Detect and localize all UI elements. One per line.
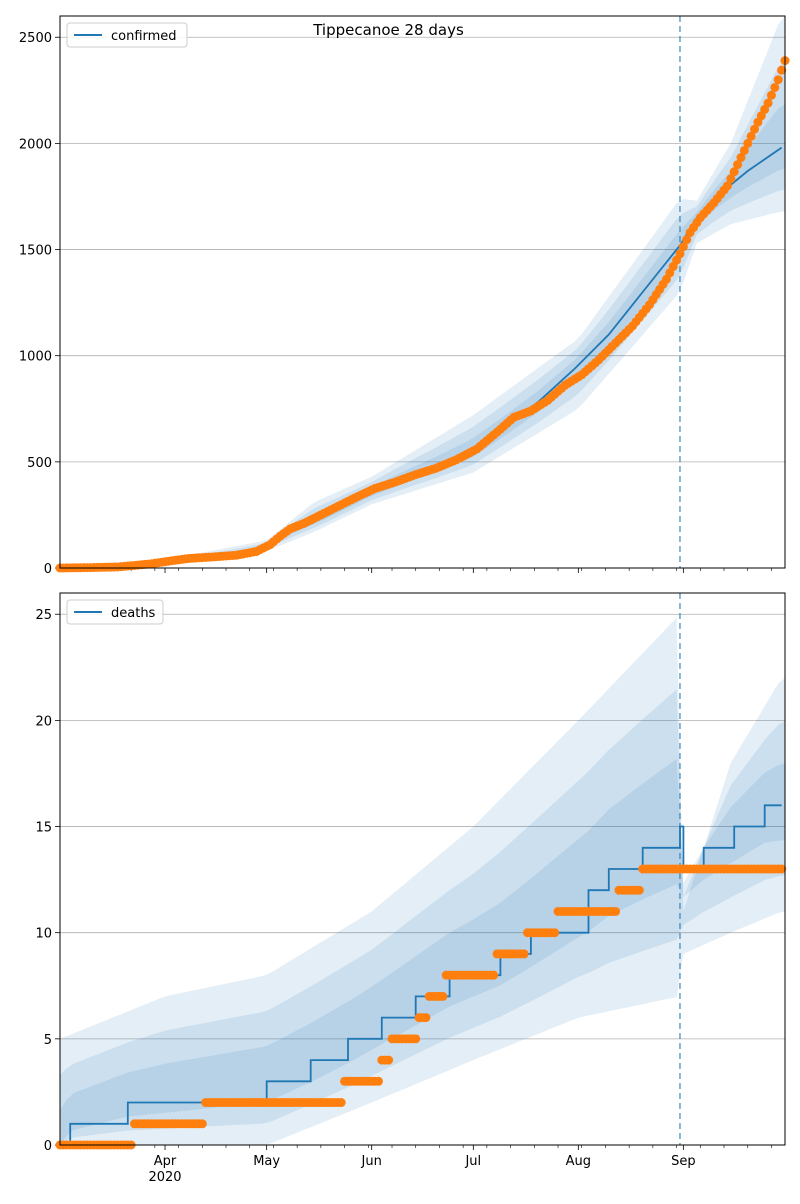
- legend-label: confirmed: [111, 29, 177, 44]
- y-tick-label: 1000: [19, 350, 52, 365]
- y-tick-label: 10: [35, 927, 52, 942]
- data-point: [733, 160, 743, 170]
- legend-label: deaths: [111, 606, 156, 621]
- uncertainty-band: [60, 689, 785, 1145]
- data-point: [739, 145, 749, 155]
- data-point: [373, 1076, 383, 1086]
- data-point: [678, 242, 688, 252]
- y-tick-label: 0: [44, 1139, 52, 1154]
- legend-box: [66, 22, 188, 48]
- y-tick-label: 25: [35, 608, 52, 623]
- axes-frame: [59, 592, 786, 1146]
- data-point: [634, 885, 644, 895]
- data-point: [773, 75, 783, 85]
- data-point: [682, 235, 692, 245]
- data-point: [722, 181, 732, 191]
- data-point: [519, 949, 529, 959]
- y-tick-label: 15: [35, 821, 52, 836]
- x-tick-label: Apr: [154, 1154, 177, 1169]
- uncertainty-band: [60, 104, 785, 568]
- x-tick-label: 2020: [148, 1170, 181, 1185]
- data-point: [743, 138, 753, 148]
- uncertainty-band: [60, 16, 785, 568]
- data-point: [726, 174, 736, 184]
- data-point: [746, 131, 756, 141]
- x-tick-label: Jul: [464, 1154, 481, 1169]
- y-tick-label: 0: [44, 562, 52, 577]
- data-point: [550, 928, 560, 938]
- x-tick-label: Aug: [566, 1154, 591, 1169]
- data-point: [411, 1034, 421, 1044]
- data-point: [750, 124, 760, 134]
- data-point: [770, 82, 780, 92]
- y-tick-label: 2500: [19, 31, 52, 46]
- data-point: [736, 153, 746, 163]
- uncertainty-band: [60, 60, 785, 569]
- y-tick-label: 2000: [19, 137, 52, 152]
- x-tick-label: Jun: [361, 1154, 382, 1169]
- uncertainty-band: [60, 617, 785, 1145]
- chart-panel-1: 0 500 1000 1500 2000 2500 confirmed Tippecanoe …: [19, 15, 790, 577]
- data-point: [197, 1119, 207, 1129]
- data-point: [777, 864, 787, 874]
- data-point: [611, 906, 621, 916]
- chart-title: Tippecanoe 28 days: [312, 21, 464, 39]
- y-tick-label: 1500: [19, 244, 52, 259]
- data-point: [384, 1055, 394, 1065]
- data-point: [763, 98, 773, 108]
- data-point: [766, 90, 776, 100]
- x-tick-label: Sep: [671, 1154, 696, 1169]
- data-point: [729, 167, 739, 177]
- data-point: [777, 65, 787, 75]
- y-tick-label: 20: [35, 714, 52, 729]
- y-tick-label: 500: [27, 456, 52, 471]
- axes-frame: [59, 15, 786, 569]
- data-point: [336, 1098, 346, 1108]
- y-tick-label: 5: [44, 1033, 52, 1048]
- data-point: [438, 991, 448, 1001]
- data-point: [489, 970, 499, 980]
- x-tick-label: May: [253, 1154, 280, 1169]
- uncertainty-band: [60, 758, 785, 1145]
- data-point: [675, 249, 685, 259]
- legend-box: [66, 599, 164, 625]
- data-point: [421, 1013, 431, 1023]
